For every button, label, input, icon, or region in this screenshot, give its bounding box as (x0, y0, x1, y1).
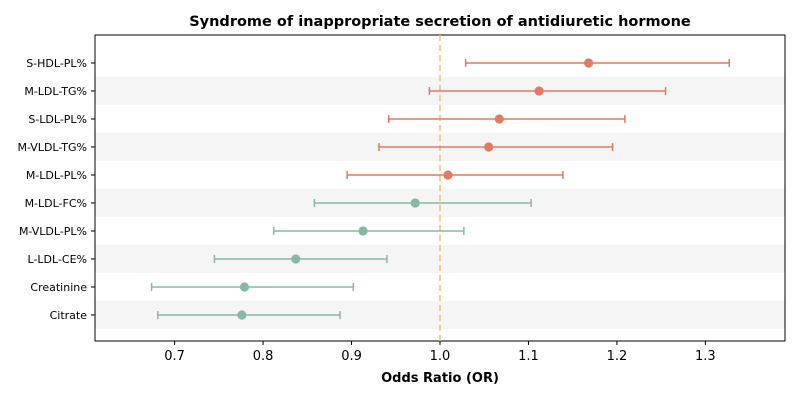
error-bars (150, 59, 731, 319)
y-tick-label: S-HDL-PL% (26, 57, 87, 70)
y-tick-label: M-LDL-FC% (25, 197, 87, 210)
or-point (239, 282, 250, 292)
x-tick-label: 1.0 (430, 349, 451, 364)
or-point (494, 114, 504, 124)
or-point (291, 254, 301, 264)
or-point (584, 58, 594, 68)
or-point (358, 226, 368, 236)
y-tick-label: Citrate (50, 309, 88, 322)
y-tick-label: S-LDL-PL% (28, 113, 87, 126)
or-point (410, 198, 420, 208)
odds-ratio-points (237, 58, 594, 320)
or-point (443, 170, 453, 180)
x-tick-label: 0.8 (253, 349, 274, 364)
x-axis-label: Odds Ratio (OR) (381, 371, 499, 386)
x-axis: 0.7 0.8 0.9 1.0 1.1 1.2 1.3 (164, 341, 716, 364)
y-tick-label: M-VLDL-PL% (19, 225, 87, 238)
y-tick-label: M-LDL-PL% (26, 169, 87, 182)
y-axis: S-HDL-PL% M-LDL-TG% S-LDL-PL% M-VLDL-TG% M-L… (17, 57, 95, 322)
y-tick-label: L-LDL-CE% (28, 253, 88, 266)
chart-title: Syndrome of inappropriate secretion of a… (189, 14, 691, 30)
or-point (484, 142, 494, 152)
x-tick-label: 1.1 (518, 349, 539, 364)
y-tick-label: M-LDL-TG% (24, 85, 87, 98)
or-point (237, 310, 247, 320)
y-tick-label: M-VLDL-TG% (17, 141, 87, 154)
y-tick-label: Creatinine (30, 281, 87, 294)
x-tick-label: 0.7 (164, 349, 185, 364)
x-tick-label: 0.9 (341, 349, 362, 364)
x-tick-label: 1.3 (695, 349, 716, 364)
or-point (534, 86, 544, 96)
x-tick-label: 1.2 (607, 349, 628, 364)
